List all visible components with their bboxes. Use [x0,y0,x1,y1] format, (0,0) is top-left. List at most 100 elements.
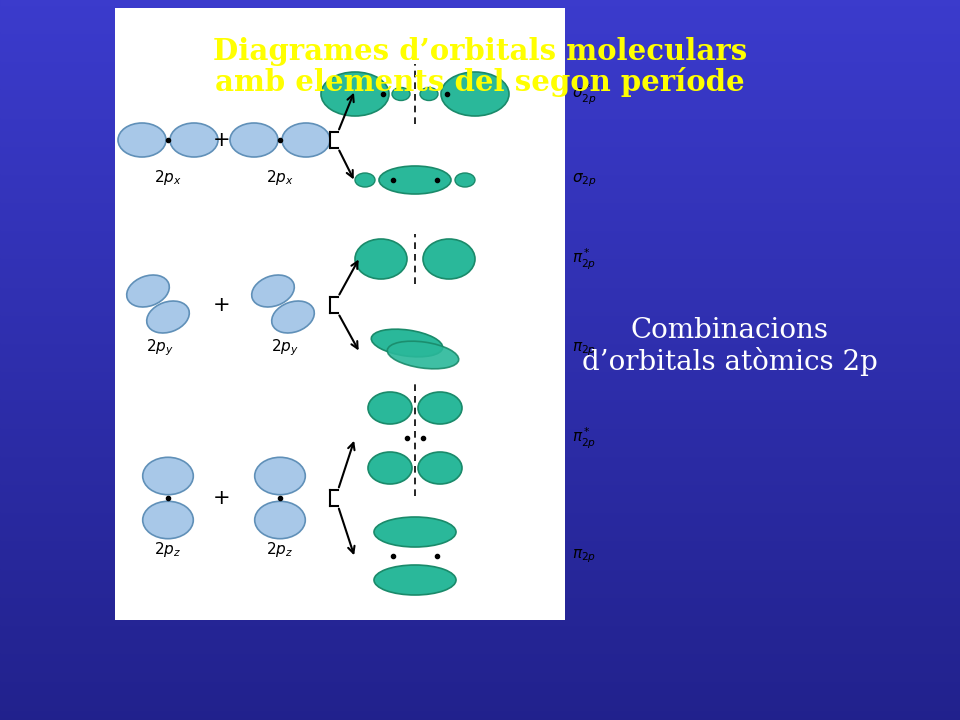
Bar [0,295,960,296]
Bar [0,412,960,413]
Bar [0,369,960,370]
Bar [0,53,960,54]
Bar [0,379,960,380]
Bar [0,457,960,458]
Bar [0,296,960,297]
Bar [0,517,960,518]
Bar [0,23,960,24]
Bar [0,229,960,230]
Bar [0,589,960,590]
Bar [0,660,960,661]
Bar [0,100,960,101]
Bar [0,321,960,322]
Text: $\pi^*_{2p}$: $\pi^*_{2p}$ [572,426,596,451]
Bar [0,93,960,94]
Bar [0,644,960,645]
Ellipse shape [372,329,443,357]
Bar [0,388,960,389]
Bar [0,205,960,206]
Bar [0,614,960,615]
Bar [0,83,960,84]
Bar [0,617,960,618]
Bar [0,202,960,203]
Bar [0,225,960,226]
Bar [0,240,960,241]
Bar [0,226,960,227]
Bar [0,622,960,623]
Bar [0,544,960,545]
Bar [0,274,960,275]
Bar [0,35,960,36]
Bar [0,289,960,290]
Bar [0,638,960,639]
Bar [0,401,960,402]
Bar [0,531,960,532]
Bar [0,358,960,359]
Bar [0,551,960,552]
Ellipse shape [252,275,295,307]
Bar [0,692,960,693]
Bar [0,708,960,709]
Bar [0,455,960,456]
Bar [0,430,960,431]
Bar [0,651,960,652]
Bar [0,571,960,572]
Bar [0,576,960,577]
Bar [0,586,960,587]
Bar [0,607,960,608]
Bar [0,559,960,560]
Bar [0,95,960,96]
Bar [0,34,960,35]
Bar [0,351,960,352]
Bar [0,180,960,181]
Bar [0,392,960,393]
Bar [0,696,960,697]
Bar [0,547,960,548]
Bar [0,705,960,706]
Bar [0,318,960,319]
Bar [0,619,960,620]
Bar [0,633,960,634]
Bar [0,221,960,222]
Bar [0,592,960,593]
Bar [0,486,960,487]
Bar [0,480,960,481]
Bar [0,368,960,369]
Bar [0,300,960,301]
Bar [0,315,960,316]
Bar [0,672,960,673]
Bar [0,51,960,52]
Bar [0,380,960,381]
Bar [0,250,960,251]
Bar [0,667,960,668]
Bar [0,629,960,630]
Bar [0,363,960,364]
Bar [0,116,960,117]
Bar [0,123,960,124]
Bar [0,55,960,56]
Bar [0,689,960,690]
Bar [0,104,960,105]
Bar [0,290,960,291]
Bar [0,69,960,70]
Bar [0,470,960,471]
Bar [0,485,960,486]
Bar [0,347,960,348]
Bar [0,266,960,267]
Text: amb elements del segon període: amb elements del segon període [215,67,745,97]
Bar [0,350,960,351]
Bar [0,493,960,494]
Bar [0,132,960,133]
Bar [0,459,960,460]
Bar [0,194,960,195]
Bar [0,102,960,103]
Bar [0,581,960,582]
Bar [0,554,960,555]
Bar [0,682,960,683]
Bar [0,62,960,63]
Bar [0,564,960,565]
Bar [0,609,960,610]
Bar [0,519,960,520]
Bar [0,377,960,378]
Bar [0,550,960,551]
